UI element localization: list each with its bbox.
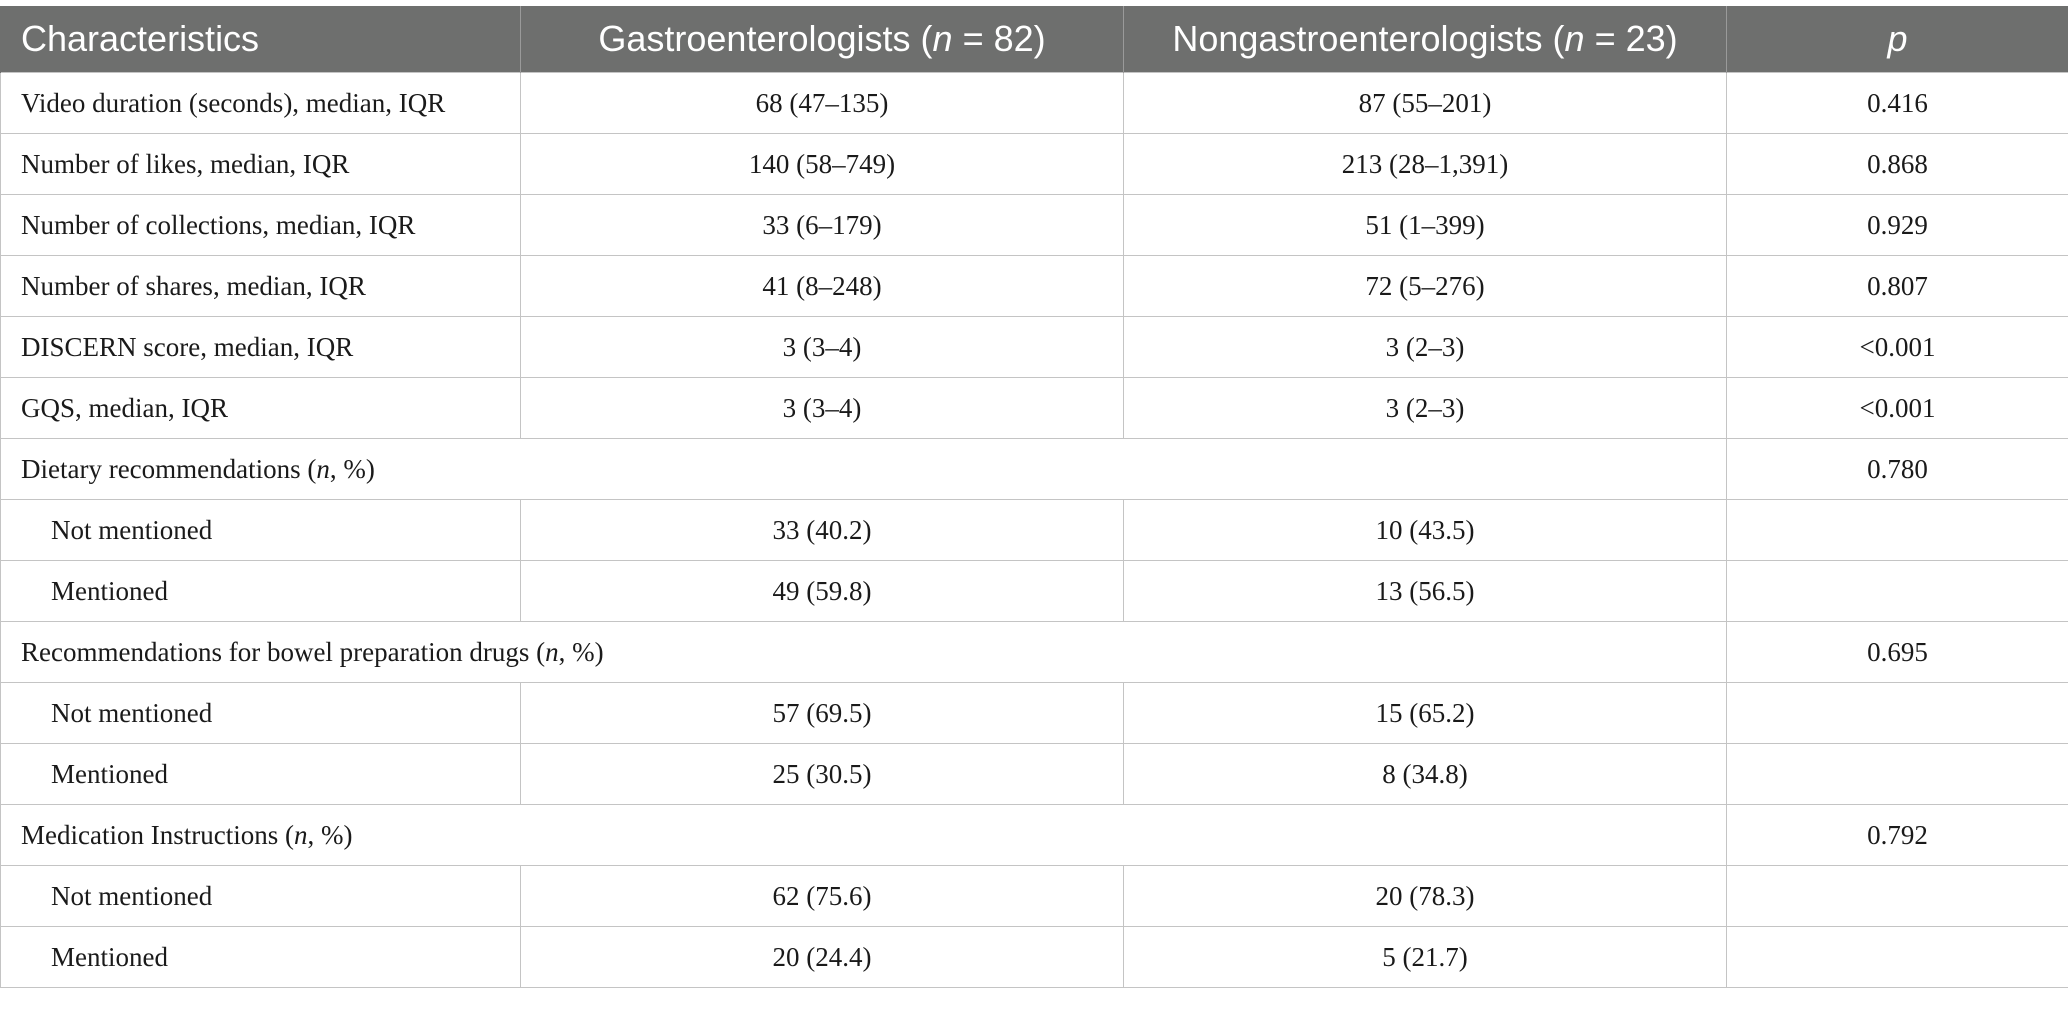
row-label: GQS, median, IQR <box>0 377 521 439</box>
nongastro-value: 51 (1–399) <box>1123 194 1727 256</box>
gastro-value: 49 (59.8) <box>520 560 1124 622</box>
row-label: Number of collections, median, IQR <box>0 194 521 256</box>
table-row: Number of shares, median, IQR 41 (8–248)… <box>0 255 2068 317</box>
group-label-suffix: , %) <box>558 636 604 667</box>
sub-row-label: Not mentioned <box>0 682 521 744</box>
gastro-value: 25 (30.5) <box>520 743 1124 805</box>
table-row: Mentioned 25 (30.5) 8 (34.8) <box>0 743 2068 805</box>
p-value-empty <box>1726 743 2068 805</box>
p-value: 0.695 <box>1726 621 2068 683</box>
header-gastro-count: = 82) <box>952 18 1046 59</box>
header-gastroenterologists: Gastroenterologists (n = 82) <box>520 6 1124 73</box>
characteristics-table: Characteristics Gastroenterologists (n =… <box>0 6 2068 988</box>
nongastro-value: 3 (2–3) <box>1123 316 1727 378</box>
group-label: Dietary recommendations (n, %) <box>0 438 1727 500</box>
gastro-value: 68 (47–135) <box>520 72 1124 134</box>
p-value: 0.929 <box>1726 194 2068 256</box>
p-value: 0.807 <box>1726 255 2068 317</box>
group-label-text: Dietary recommendations ( <box>21 453 317 484</box>
table-row: Mentioned 49 (59.8) 13 (56.5) <box>0 560 2068 622</box>
sub-row-label: Not mentioned <box>0 865 521 927</box>
gastro-value: 62 (75.6) <box>520 865 1124 927</box>
header-gastro-label: Gastroenterologists ( <box>598 18 933 59</box>
gastro-value: 3 (3–4) <box>520 316 1124 378</box>
table-row: Video duration (seconds), median, IQR 68… <box>0 72 2068 134</box>
nongastro-value: 87 (55–201) <box>1123 72 1727 134</box>
group-label: Medication Instructions (n, %) <box>0 804 1727 866</box>
p-value-empty <box>1726 926 2068 988</box>
p-value: 0.416 <box>1726 72 2068 134</box>
table-row: Not mentioned 33 (40.2) 10 (43.5) <box>0 499 2068 561</box>
nongastro-value: 8 (34.8) <box>1123 743 1727 805</box>
nongastro-value: 3 (2–3) <box>1123 377 1727 439</box>
header-nongastro-n: n <box>1564 18 1585 59</box>
group-label-n: n <box>293 819 308 850</box>
row-label: Number of likes, median, IQR <box>0 133 521 195</box>
nongastro-value: 13 (56.5) <box>1123 560 1727 622</box>
sub-row-label: Mentioned <box>0 560 521 622</box>
p-value-empty <box>1726 499 2068 561</box>
sub-row-label: Not mentioned <box>0 499 521 561</box>
row-label: Video duration (seconds), median, IQR <box>0 72 521 134</box>
nongastro-value: 72 (5–276) <box>1123 255 1727 317</box>
p-value: 0.780 <box>1726 438 2068 500</box>
group-header-row: Medication Instructions (n, %) 0.792 <box>0 804 2068 866</box>
table-header-row: Characteristics Gastroenterologists (n =… <box>0 6 2068 73</box>
header-nongastro-count: = 23) <box>1584 18 1678 59</box>
gastro-value: 33 (40.2) <box>520 499 1124 561</box>
table-row: Not mentioned 62 (75.6) 20 (78.3) <box>0 865 2068 927</box>
table-row: DISCERN score, median, IQR 3 (3–4) 3 (2–… <box>0 316 2068 378</box>
nongastro-value: 10 (43.5) <box>1123 499 1727 561</box>
gastro-value: 140 (58–749) <box>520 133 1124 195</box>
p-value-empty <box>1726 865 2068 927</box>
table-row: Number of collections, median, IQR 33 (6… <box>0 194 2068 256</box>
table-row: Mentioned 20 (24.4) 5 (21.7) <box>0 926 2068 988</box>
header-characteristics: Characteristics <box>0 6 521 73</box>
gastro-value: 41 (8–248) <box>520 255 1124 317</box>
row-label: Number of shares, median, IQR <box>0 255 521 317</box>
gastro-value: 20 (24.4) <box>520 926 1124 988</box>
header-nongastroenterologists: Nongastroenterologists (n = 23) <box>1123 6 1727 73</box>
table-row: Not mentioned 57 (69.5) 15 (65.2) <box>0 682 2068 744</box>
table-row: Number of likes, median, IQR 140 (58–749… <box>0 133 2068 195</box>
group-label-n: n <box>316 453 330 484</box>
sub-row-label: Mentioned <box>0 926 521 988</box>
p-value: 0.792 <box>1726 804 2068 866</box>
nongastro-value: 5 (21.7) <box>1123 926 1727 988</box>
sub-row-label: Mentioned <box>0 743 521 805</box>
group-label-text: Medication Instructions ( <box>21 819 294 850</box>
nongastro-value: 15 (65.2) <box>1123 682 1727 744</box>
p-value-empty <box>1726 682 2068 744</box>
p-value: <0.001 <box>1726 377 2068 439</box>
group-label-suffix: , %) <box>307 819 353 850</box>
group-header-row: Recommendations for bowel preparation dr… <box>0 621 2068 683</box>
group-label-n: n <box>545 636 559 667</box>
nongastro-value: 213 (28–1,391) <box>1123 133 1727 195</box>
group-label: Recommendations for bowel preparation dr… <box>0 621 1727 683</box>
group-label-suffix: , %) <box>329 453 375 484</box>
group-header-row: Dietary recommendations (n, %) 0.780 <box>0 438 2068 500</box>
p-value: 0.868 <box>1726 133 2068 195</box>
row-label: DISCERN score, median, IQR <box>0 316 521 378</box>
nongastro-value: 20 (78.3) <box>1123 865 1727 927</box>
group-label-text: Recommendations for bowel preparation dr… <box>21 636 546 667</box>
header-gastro-n: n <box>932 18 953 59</box>
table-row: GQS, median, IQR 3 (3–4) 3 (2–3) <0.001 <box>0 377 2068 439</box>
gastro-value: 3 (3–4) <box>520 377 1124 439</box>
gastro-value: 57 (69.5) <box>520 682 1124 744</box>
header-nongastro-label: Nongastroenterologists ( <box>1172 18 1565 59</box>
p-value-empty <box>1726 560 2068 622</box>
p-value: <0.001 <box>1726 316 2068 378</box>
gastro-value: 33 (6–179) <box>520 194 1124 256</box>
header-p-value: p <box>1726 6 2068 73</box>
header-p-label: p <box>1887 18 1908 59</box>
